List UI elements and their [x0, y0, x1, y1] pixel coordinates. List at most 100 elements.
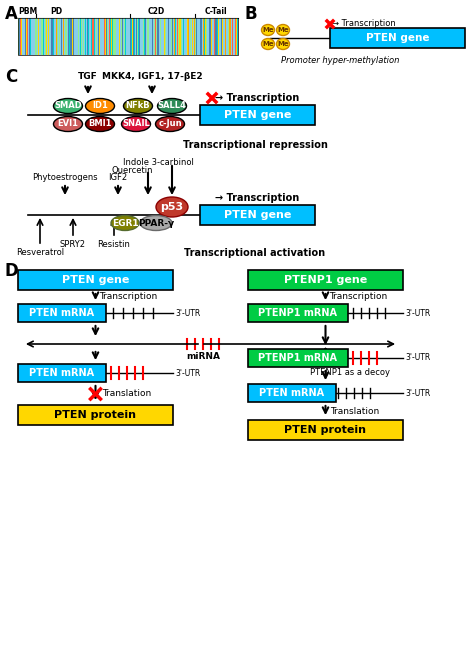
Bar: [45, 18, 46, 55]
Bar: [18, 364, 106, 382]
Text: Transcription: Transcription: [100, 292, 158, 301]
Bar: [35, 18, 36, 55]
Bar: [31, 18, 32, 55]
Text: PTEN mRNA: PTEN mRNA: [29, 308, 94, 318]
Bar: [79, 18, 80, 55]
Bar: [30, 18, 31, 55]
Bar: [18, 270, 173, 290]
Bar: [26, 18, 27, 55]
Bar: [232, 18, 233, 55]
Bar: [248, 349, 348, 367]
Bar: [248, 270, 403, 290]
Text: p53: p53: [160, 202, 183, 212]
Ellipse shape: [85, 117, 115, 132]
Bar: [74, 18, 75, 55]
Bar: [87, 18, 88, 55]
Text: EVI1: EVI1: [57, 120, 79, 128]
Bar: [37, 18, 38, 55]
Text: B: B: [245, 5, 258, 23]
Bar: [233, 18, 234, 55]
Bar: [49, 18, 50, 55]
Bar: [126, 18, 127, 55]
Bar: [229, 18, 230, 55]
Bar: [199, 18, 200, 55]
Bar: [216, 18, 217, 55]
Text: 3'-UTR: 3'-UTR: [405, 309, 430, 318]
Bar: [237, 18, 238, 55]
Bar: [129, 18, 130, 55]
Bar: [158, 18, 159, 55]
Text: Me: Me: [262, 41, 274, 47]
Text: 3'-UTR: 3'-UTR: [405, 353, 430, 363]
Bar: [175, 18, 176, 55]
Bar: [73, 18, 74, 55]
Bar: [80, 18, 81, 55]
Bar: [188, 18, 189, 55]
Bar: [197, 18, 198, 55]
Text: A: A: [5, 5, 18, 23]
Ellipse shape: [121, 117, 151, 132]
Text: → Transcription: → Transcription: [215, 193, 299, 203]
Bar: [40, 18, 41, 55]
Bar: [189, 18, 190, 55]
Bar: [201, 18, 202, 55]
Text: Me: Me: [277, 27, 289, 33]
Bar: [147, 18, 148, 55]
Bar: [168, 18, 169, 55]
Ellipse shape: [111, 215, 139, 230]
Bar: [52, 18, 53, 55]
Bar: [43, 18, 44, 55]
Bar: [161, 18, 162, 55]
Bar: [166, 18, 167, 55]
Bar: [220, 18, 221, 55]
Bar: [96, 18, 97, 55]
Text: C2D: C2D: [148, 7, 165, 16]
Text: c-Jun: c-Jun: [158, 120, 182, 128]
Bar: [41, 18, 42, 55]
Bar: [59, 18, 60, 55]
Bar: [172, 18, 173, 55]
Bar: [91, 18, 92, 55]
Bar: [103, 18, 104, 55]
Text: SPRY2: SPRY2: [60, 240, 86, 249]
Ellipse shape: [54, 98, 82, 113]
Bar: [194, 18, 195, 55]
Bar: [139, 18, 140, 55]
Bar: [122, 18, 123, 55]
Bar: [119, 18, 120, 55]
Bar: [219, 18, 220, 55]
Bar: [145, 18, 146, 55]
Bar: [62, 18, 63, 55]
Bar: [18, 405, 173, 425]
Bar: [125, 18, 126, 55]
Bar: [178, 18, 179, 55]
Bar: [248, 420, 403, 440]
Bar: [127, 18, 128, 55]
Text: Transcriptional repression: Transcriptional repression: [182, 140, 328, 150]
Bar: [248, 384, 336, 402]
Bar: [151, 18, 152, 55]
Bar: [76, 18, 77, 55]
Bar: [69, 18, 70, 55]
Bar: [218, 18, 219, 55]
Bar: [20, 18, 21, 55]
Bar: [82, 18, 83, 55]
Bar: [34, 18, 35, 55]
Bar: [23, 18, 24, 55]
Bar: [77, 18, 78, 55]
Ellipse shape: [156, 197, 188, 217]
Bar: [63, 18, 64, 55]
Bar: [174, 18, 175, 55]
Text: Resveratrol: Resveratrol: [16, 248, 64, 257]
Ellipse shape: [276, 38, 290, 49]
Bar: [110, 18, 111, 55]
Bar: [86, 18, 87, 55]
Bar: [124, 18, 125, 55]
Bar: [149, 18, 150, 55]
Bar: [140, 18, 141, 55]
Text: PTEN gene: PTEN gene: [366, 33, 429, 43]
Bar: [217, 18, 218, 55]
Bar: [146, 18, 147, 55]
Bar: [212, 18, 213, 55]
Bar: [121, 18, 122, 55]
